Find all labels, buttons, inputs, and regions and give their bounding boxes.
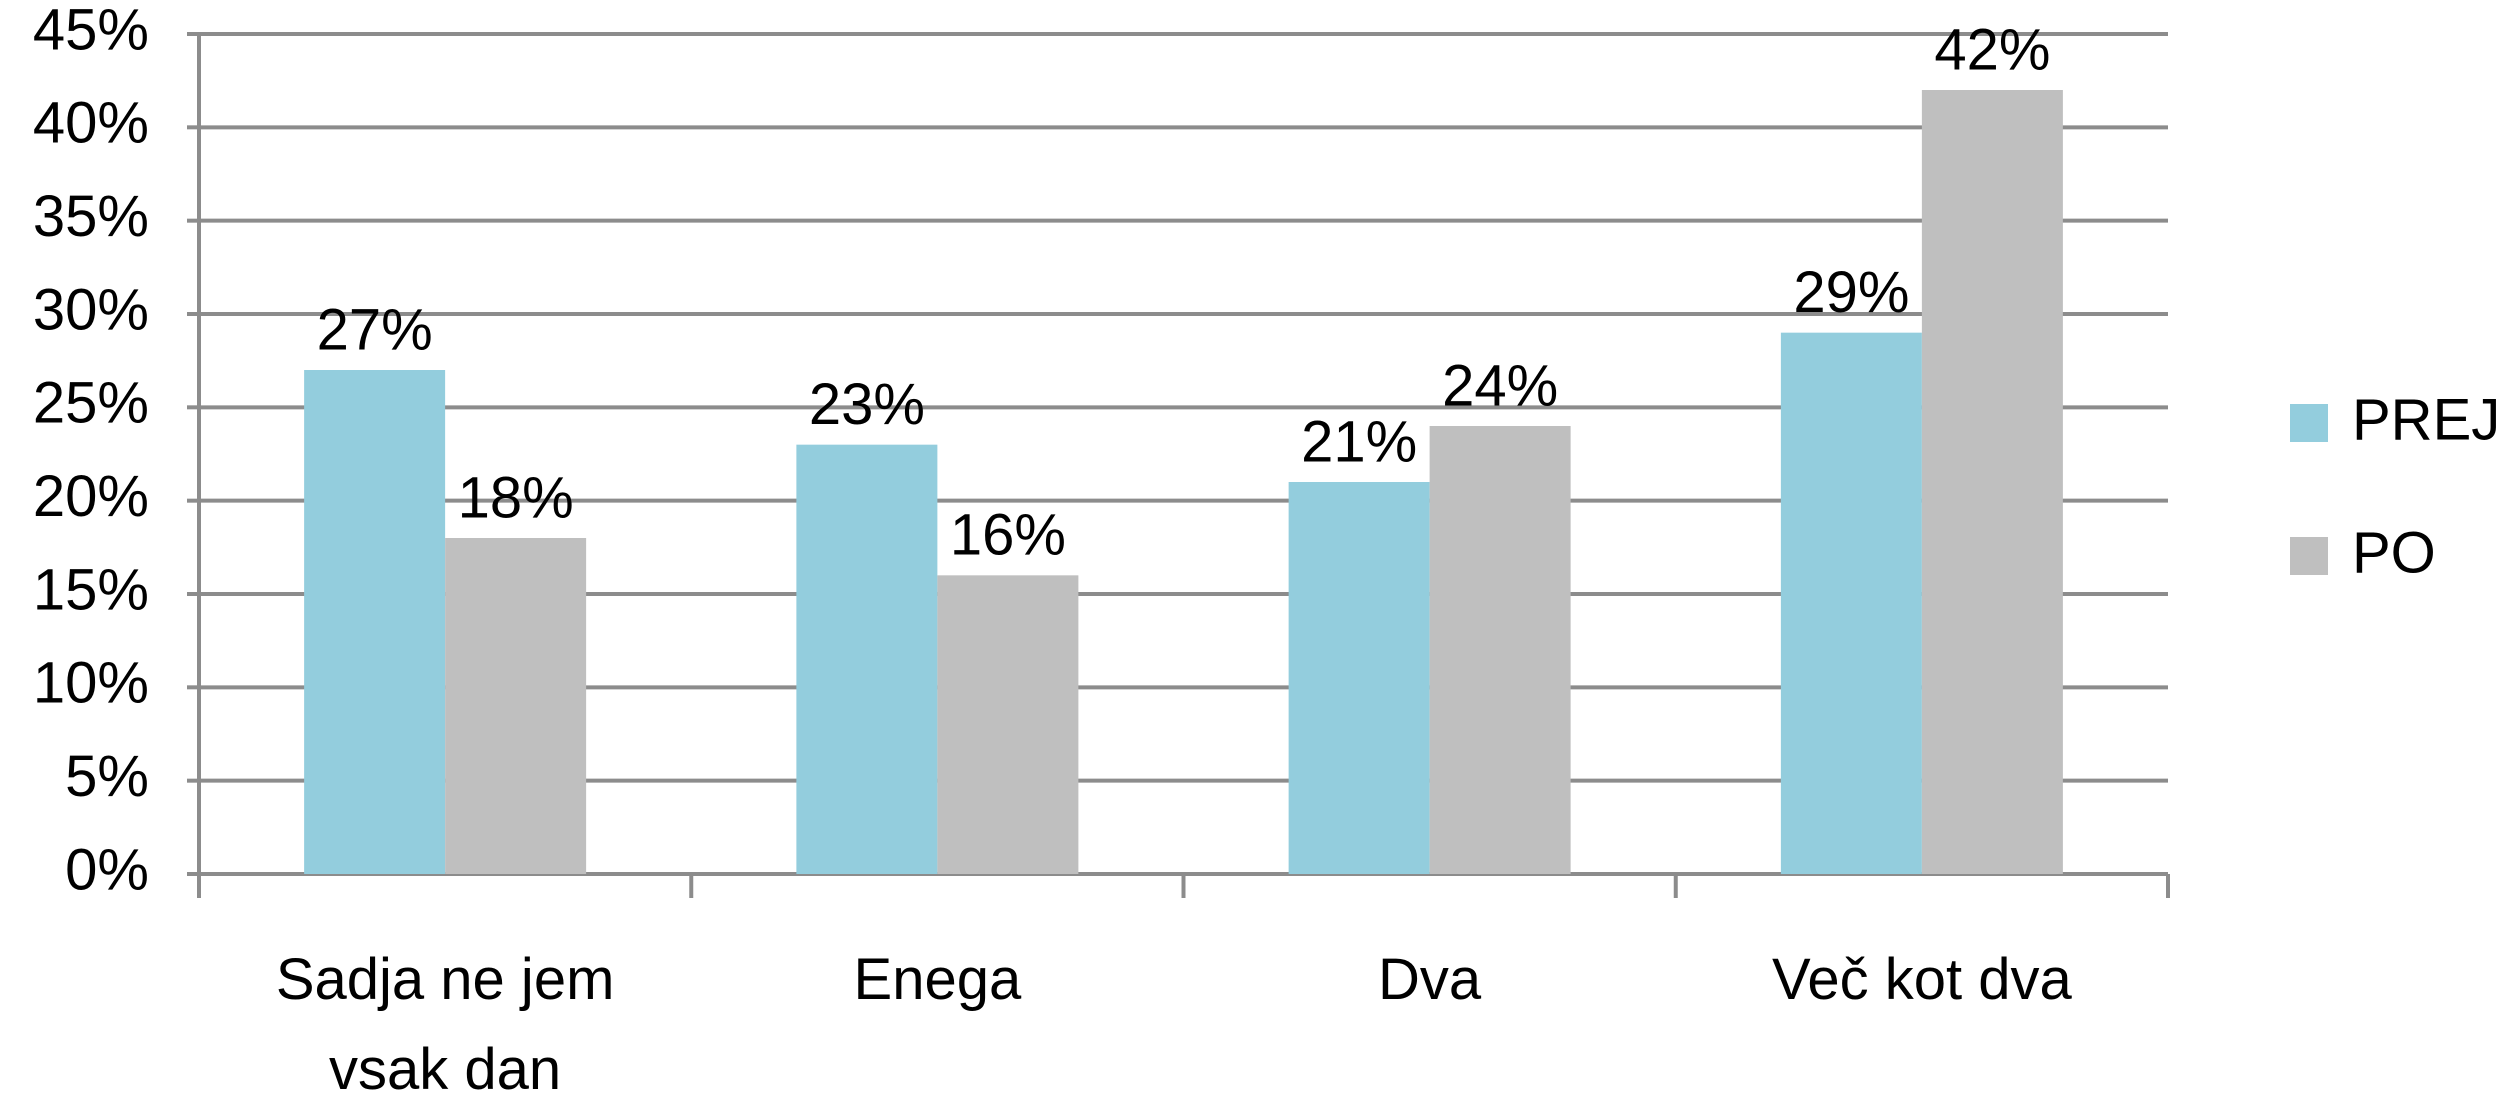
y-tick-label: 25% (33, 371, 149, 436)
x-tick-label: Sadja ne jem vsak dan (275, 947, 615, 1094)
data-label: 42% (1934, 17, 2050, 82)
data-label: 29% (1793, 260, 1909, 325)
y-tick-label: 45% (33, 0, 149, 62)
bar (1921, 90, 2063, 874)
y-tick-label: 35% (33, 184, 149, 249)
x-tick-label: Več kot dva (1771, 947, 2072, 1012)
y-tick-label: 10% (33, 651, 149, 716)
data-label: 23% (809, 372, 925, 437)
y-tick-label: 20% (33, 464, 149, 529)
x-tick-label: Enega (853, 947, 1022, 1012)
bar (1288, 482, 1430, 874)
bar (1780, 332, 1922, 875)
y-tick-label: 40% (33, 91, 149, 156)
data-label: 21% (1301, 409, 1417, 474)
y-tick-label: 30% (33, 277, 149, 342)
bar (304, 370, 446, 874)
legend-swatch (2290, 537, 2328, 575)
y-tick-label: 15% (33, 557, 149, 622)
bar (937, 575, 1079, 874)
data-label: 24% (1442, 353, 1558, 418)
bar (1429, 426, 1571, 874)
data-label: 18% (458, 465, 574, 530)
data-label: 27% (317, 297, 433, 362)
legend-label: PO (2352, 520, 2436, 585)
bar (445, 538, 587, 874)
x-tick-label: Dva (1378, 947, 1482, 1012)
legend-swatch (2290, 404, 2328, 442)
data-label: 16% (950, 503, 1066, 568)
y-tick-label: 0% (65, 837, 149, 902)
y-tick-label: 5% (65, 744, 149, 809)
legend-label: PREJ (2352, 387, 2498, 452)
bar (796, 444, 938, 874)
